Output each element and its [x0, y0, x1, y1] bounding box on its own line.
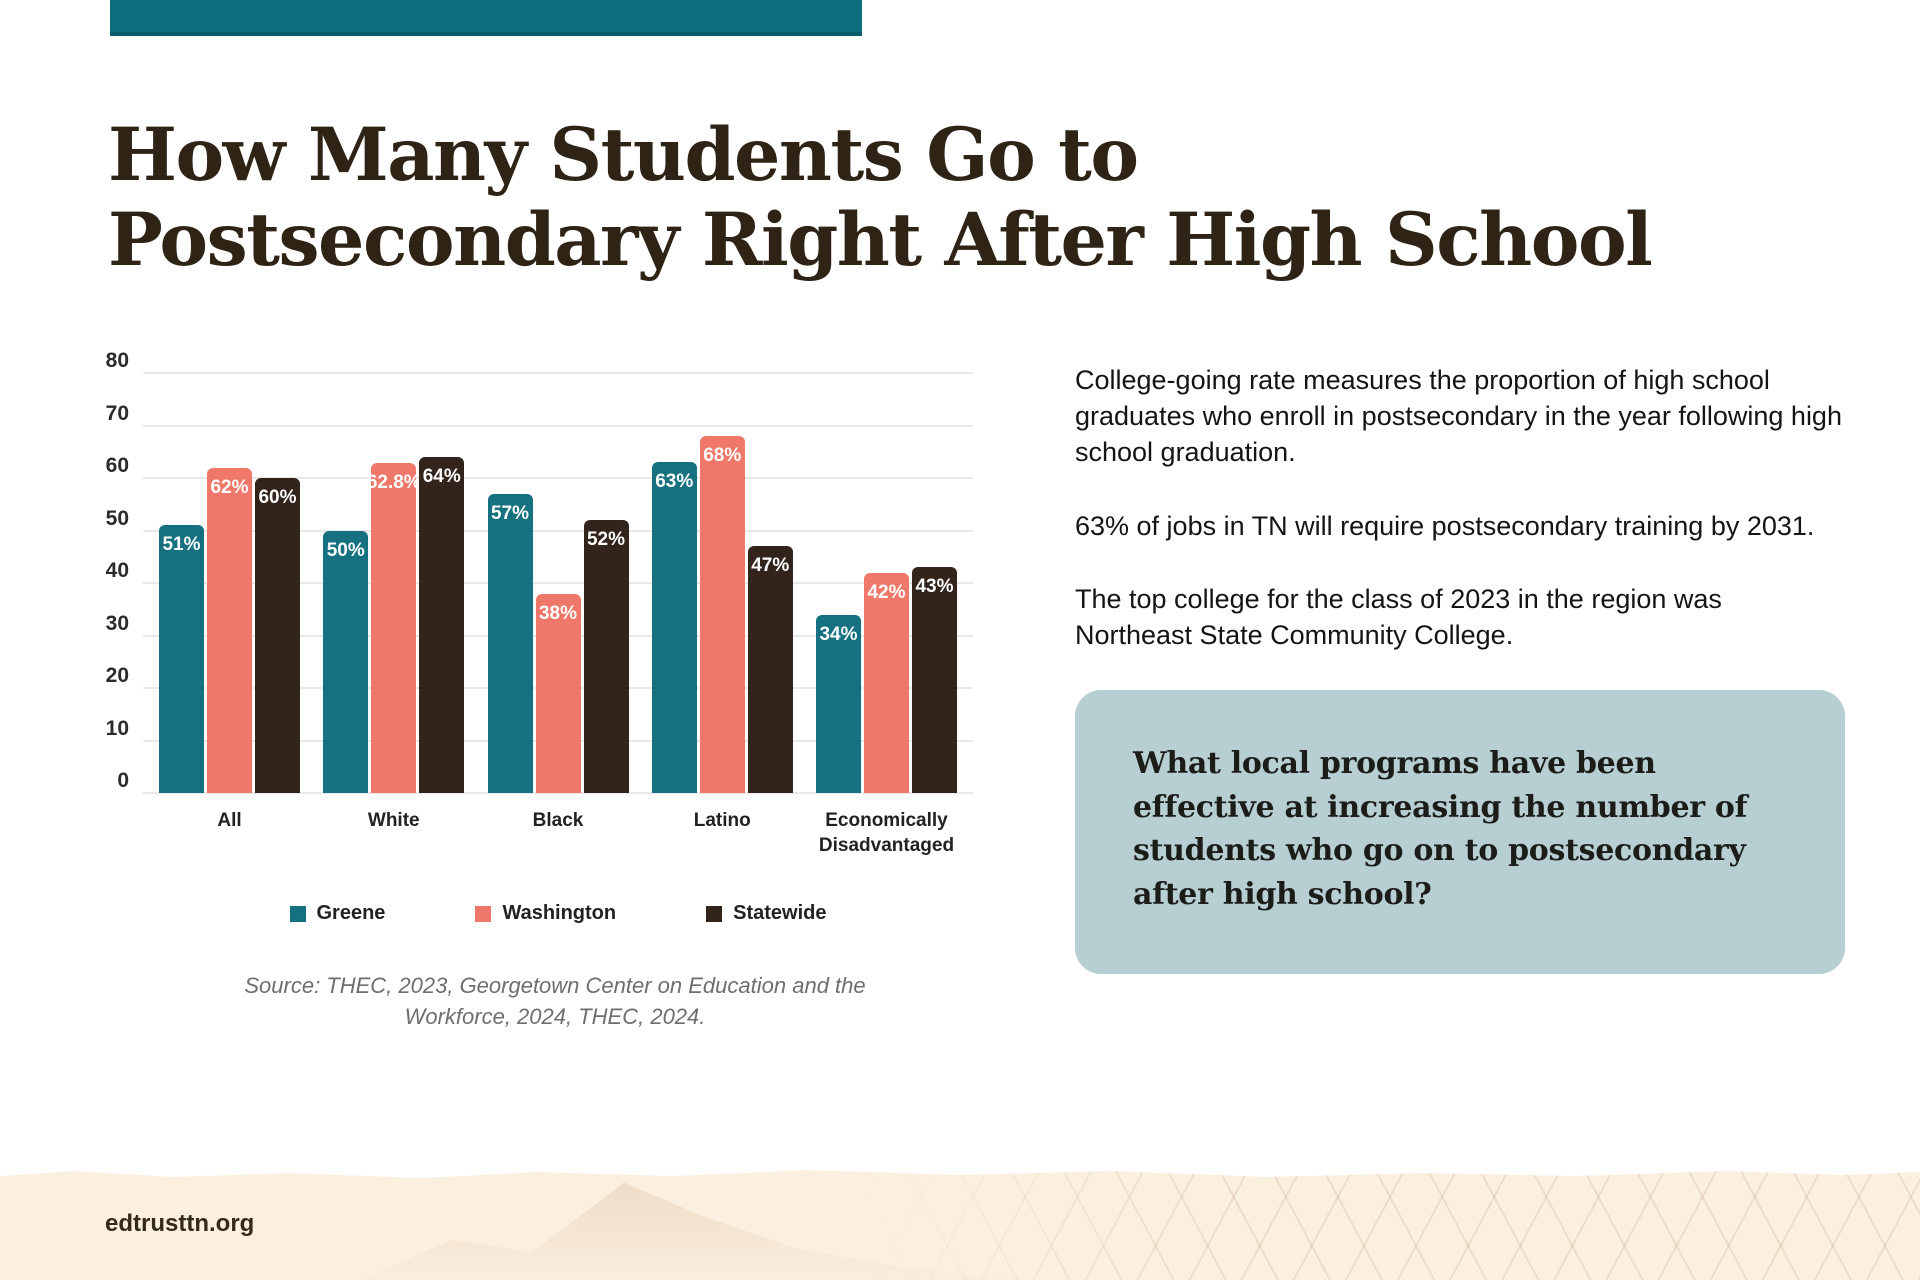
- bar-value-label: 47%: [751, 555, 790, 577]
- bar-washington-white: 62.8%: [367, 463, 421, 793]
- bar-greene-black: 57%: [487, 493, 533, 793]
- page-title: How Many Students Go to Postsecondary Ri…: [108, 111, 1828, 284]
- bar-greene-white: 50%: [323, 530, 369, 793]
- footer: edtrusttn.org: [0, 1170, 1920, 1280]
- chart-legend: Greene Washington Statewide: [143, 902, 973, 925]
- x-label-economically-disadvantaged: Economically Disadvantaged: [818, 810, 955, 856]
- x-label-all: All: [217, 810, 242, 831]
- bar-statewide-latino: 47%: [747, 546, 793, 793]
- discussion-callout-box: What local programs have been effective …: [1075, 690, 1845, 975]
- lattice-texture: [860, 1170, 1920, 1280]
- y-tick-30: 30: [105, 611, 129, 635]
- y-tick-40: 40: [105, 559, 129, 582]
- brand-color-bar: [110, 0, 862, 36]
- bar-statewide-black: 52%: [583, 520, 629, 793]
- plot-area: 0 10 20 30 40 50 60 70 80 51% 62% 60% 50% 62.8% 64% 57%…: [106, 349, 973, 794]
- x-label-black: Black: [532, 810, 584, 831]
- bar-value-label: 68%: [703, 445, 742, 466]
- bar-group-economically-disadvantaged: 34% 42% 43%: [816, 567, 957, 793]
- y-tick-60: 60: [105, 454, 129, 477]
- bar-value-label: 43%: [915, 576, 954, 598]
- bar-value-label: 57%: [490, 502, 530, 524]
- bar-washington-economically-disadvantaged: 42%: [864, 572, 909, 793]
- page-title-line2: Postsecondary Right After High School: [108, 197, 1653, 284]
- bar-greene-all: 51%: [159, 525, 204, 793]
- y-tick-70: 70: [105, 401, 129, 425]
- bar-groups: 51% 62% 60% 50% 62.8% 64% 57% 38% 52% 63% 68% 47% 34…: [143, 373, 973, 793]
- gridline-60: [143, 477, 973, 479]
- legend-label: Greene: [316, 902, 386, 925]
- y-tick-20: 20: [105, 664, 129, 687]
- gridline-50: [143, 529, 973, 532]
- bar-value-label: 60%: [258, 487, 297, 508]
- legend-swatch-icon: [706, 905, 723, 922]
- bar-group-white: 50% 62.8% 64%: [323, 457, 465, 793]
- bar-group-latino: 63% 68% 47%: [651, 436, 793, 793]
- bar-value-label: 63%: [655, 471, 694, 493]
- college-going-rate-chart: 0 10 20 30 40 50 60 70 80 51% 62% 60% 50% 62.8% 64% 57%…: [95, 349, 995, 1033]
- bar-group-black: 57% 38% 52%: [487, 493, 629, 793]
- legend-item-statewide: Statewide: [706, 902, 826, 925]
- gridline-0: [143, 792, 973, 794]
- bar-greene-latino: 63%: [651, 462, 697, 793]
- right-column: College-going rate measures the proporti…: [1075, 362, 1845, 975]
- paragraph-college-going-rate: College-going rate measures the proporti…: [1075, 365, 1842, 468]
- bar-group-all: 51% 62% 60%: [159, 467, 300, 793]
- bar-value-label: 42%: [867, 581, 906, 603]
- bar-value-label: 50%: [326, 539, 365, 561]
- y-tick-10: 10: [105, 716, 129, 740]
- x-label-latino: Latino: [693, 810, 751, 831]
- bar-washington-all: 62%: [207, 467, 252, 793]
- legend-item-greene: Greene: [289, 902, 386, 925]
- legend-item-washington: Washington: [475, 902, 616, 925]
- legend-swatch-icon: [289, 905, 306, 922]
- y-tick-0: 0: [117, 769, 129, 792]
- legend-label: Washington: [502, 902, 617, 925]
- paragraph-jobs-tn: 63% of jobs in TN will require postsecon…: [1075, 510, 1815, 541]
- bar-washington-black: 38%: [535, 593, 581, 793]
- bar-statewide-economically-disadvantaged: 43%: [912, 567, 957, 793]
- bar-value-label: 62%: [210, 476, 249, 498]
- website-url: edtrusttn.org: [105, 1210, 255, 1237]
- bar-washington-latino: 68%: [699, 436, 745, 793]
- y-tick-50: 50: [105, 506, 129, 530]
- gridline-40: [143, 582, 973, 584]
- y-tick-80: 80: [105, 349, 129, 372]
- source-note: Source: THEC, 2023, Georgetown Center on…: [244, 973, 866, 1030]
- bar-value-label: 34%: [819, 623, 858, 645]
- x-label-white: White: [367, 810, 420, 831]
- legend-swatch-icon: [475, 905, 492, 922]
- bar-statewide-all: 60%: [255, 478, 300, 793]
- bar-value-label: 62.8%: [366, 472, 421, 494]
- bar-statewide-white: 64%: [419, 457, 465, 793]
- bar-value-label: 52%: [586, 529, 626, 550]
- legend-label: Statewide: [733, 902, 827, 925]
- bar-greene-economically-disadvantaged: 34%: [816, 614, 861, 793]
- bar-value-label: 51%: [162, 534, 201, 556]
- bar-value-label: 64%: [422, 466, 461, 487]
- paragraph-top-college: The top college for the class of 2023 in…: [1075, 583, 1722, 650]
- page-title-line1: How Many Students Go to: [108, 111, 1139, 198]
- gridline-80: [143, 372, 973, 374]
- discussion-question: What local programs have been effective …: [1133, 746, 1748, 912]
- gridline-70: [143, 424, 973, 427]
- bar-value-label: 38%: [538, 602, 578, 624]
- x-axis-labels: All White Black Latino Economically Disadvan…: [143, 793, 973, 858]
